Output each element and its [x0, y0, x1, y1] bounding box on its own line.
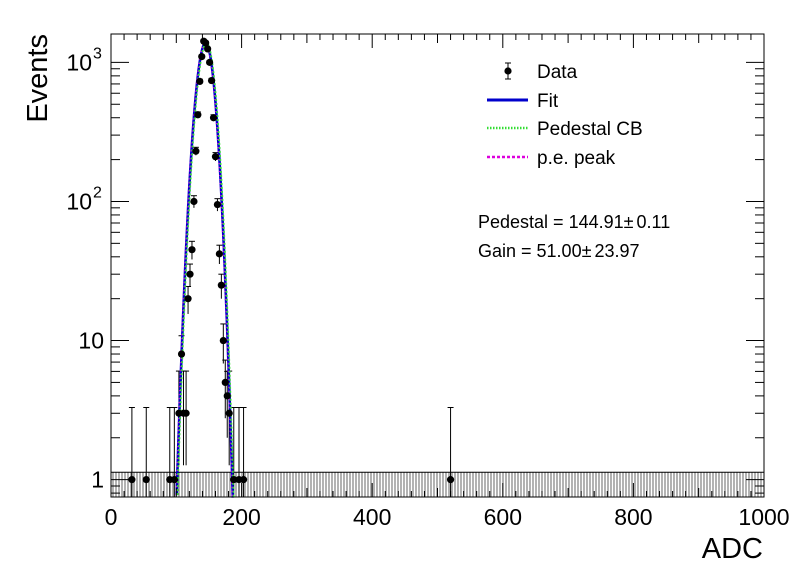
- data-point: [177, 350, 186, 358]
- data-point: [446, 476, 455, 484]
- x-tick-label: 800: [614, 504, 652, 530]
- fit-result: Gain = 51.00± 23.97: [478, 241, 640, 261]
- legend: Data Fit Pedestal CB p.e. peak: [487, 62, 643, 169]
- data-point: [225, 409, 233, 417]
- legend-label: p.e. peak: [537, 148, 616, 169]
- y-axis-label: Events: [22, 34, 54, 123]
- data-point: [204, 45, 212, 53]
- x-tick-label: 400: [353, 504, 391, 530]
- data-point: [223, 392, 231, 400]
- data-point: [192, 147, 200, 155]
- data-point: [207, 76, 216, 85]
- y-tick-exponent: 2: [93, 184, 102, 201]
- data-point: [182, 409, 190, 417]
- data-point: [230, 476, 238, 484]
- data-point: [213, 200, 222, 209]
- y-tick-label: 10: [66, 49, 92, 75]
- data-point: [128, 476, 136, 484]
- x-tick-label: 200: [222, 504, 260, 530]
- fit-results: Pedestal = 144.91± 0.11 Gain = 51.00± 23.97: [478, 212, 670, 261]
- y-tick-label: 10: [78, 328, 104, 354]
- data-point: [209, 114, 218, 122]
- data-point: [194, 111, 202, 119]
- data-point: [206, 58, 214, 66]
- data-point: [188, 246, 196, 254]
- data-point: [215, 250, 223, 258]
- data-point: [202, 39, 210, 47]
- x-axis: 0 200 400 600 800 1000: [105, 34, 790, 530]
- pe-peak-curve: [175, 42, 233, 498]
- legend-label: Pedestal CB: [537, 119, 643, 140]
- data-point: [219, 336, 227, 345]
- legend-label: Fit: [537, 91, 559, 112]
- data-point: [190, 197, 198, 206]
- x-axis-label: ADC: [702, 533, 763, 565]
- data-point: [142, 476, 150, 484]
- data-point: [221, 378, 229, 387]
- data-point: [217, 281, 225, 289]
- data-point: [170, 476, 178, 484]
- data-point: [211, 153, 220, 161]
- x-tick-label: 600: [484, 504, 522, 530]
- legend-marker: [504, 67, 512, 75]
- x-tick-label: 0: [105, 504, 118, 530]
- fit-result: Pedestal = 144.91± 0.11: [478, 212, 670, 232]
- data-point: [186, 270, 194, 278]
- y-tick-label: 1: [91, 467, 104, 493]
- legend-label: Data: [537, 62, 578, 83]
- data-point: [239, 476, 248, 484]
- y-tick-label: 10: [66, 188, 92, 214]
- data-point: [198, 53, 206, 61]
- x-tick-label: 1000: [738, 504, 789, 530]
- data-point: [184, 295, 192, 303]
- data-point: [196, 77, 204, 85]
- y-tick-exponent: 3: [93, 45, 102, 62]
